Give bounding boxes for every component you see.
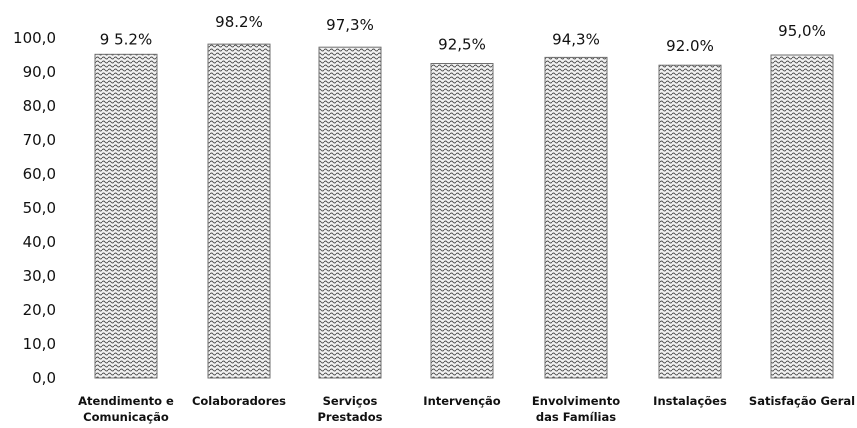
bar	[207, 43, 271, 379]
y-tick-label: 80,0	[23, 97, 56, 115]
y-tick-label: 60,0	[23, 165, 56, 183]
y-tick-label: 30,0	[23, 267, 56, 285]
category-label: Colaboradores	[192, 394, 286, 408]
bars	[94, 43, 834, 379]
data-label: 98.2%	[215, 13, 263, 31]
bar	[770, 54, 834, 379]
bar	[430, 63, 494, 379]
y-tick-label: 40,0	[23, 233, 56, 251]
bar	[544, 56, 608, 379]
y-tick-label: 100,0	[13, 29, 56, 47]
category-label: Satisfação Geral	[749, 394, 855, 408]
data-label: 92,5%	[438, 36, 486, 54]
category-label: Serviços	[323, 394, 378, 408]
bar	[658, 64, 722, 379]
y-tick-label: 10,0	[23, 335, 56, 353]
category-label: Prestados	[318, 410, 383, 424]
category-label: Intervenção	[423, 394, 500, 408]
category-label: Envolvimento	[532, 394, 620, 408]
bar	[94, 53, 158, 379]
category-label: Atendimento e	[78, 394, 174, 408]
y-tick-label: 50,0	[23, 199, 56, 217]
data-label: 92.0%	[666, 37, 714, 55]
data-label: 97,3%	[326, 16, 374, 34]
y-tick-label: 70,0	[23, 131, 56, 149]
category-label: Instalações	[653, 394, 727, 408]
data-label: 9 5.2%	[100, 30, 152, 48]
category-labels: Atendimento e Comunicação Colaboradores Ser…	[78, 394, 855, 424]
y-axis-ticks: 0,0 10,0 20,0 30,0 40,0 50,0 60,0 70,0 80,0 90,0 1…	[13, 29, 56, 387]
y-tick-label: 20,0	[23, 301, 56, 319]
bar	[318, 46, 382, 379]
category-label: Comunicação	[83, 410, 169, 424]
data-label: 94,3%	[552, 30, 600, 48]
data-label: 95,0%	[778, 22, 826, 40]
data-labels: 9 5.2% 98.2% 97,3% 92,5% 94,3% 92.0% 95,0%	[100, 13, 826, 55]
y-tick-label: 0,0	[32, 369, 56, 387]
y-tick-label: 90,0	[23, 63, 56, 81]
category-label: das Famílias	[536, 410, 616, 424]
